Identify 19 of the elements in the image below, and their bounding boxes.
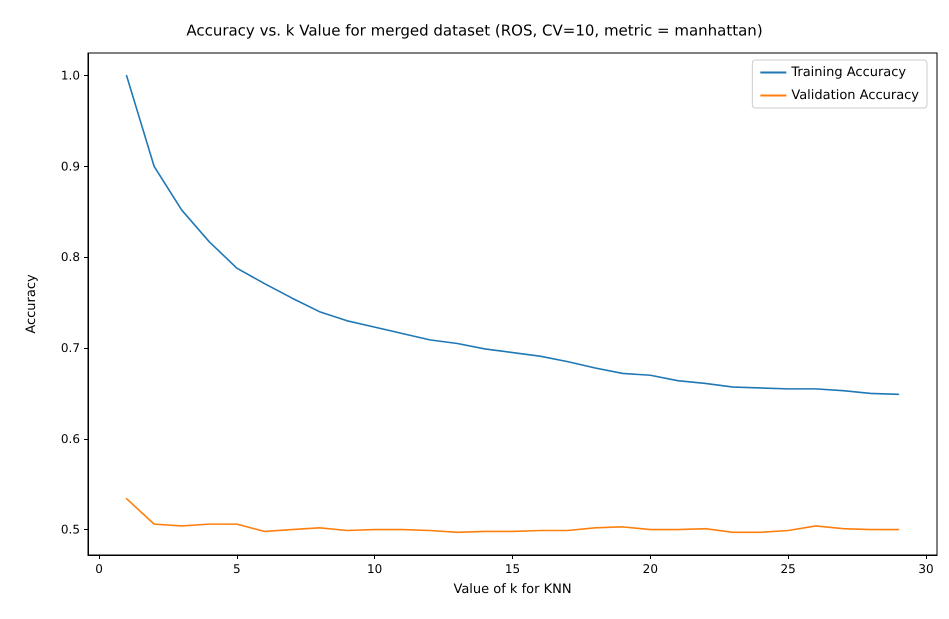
legend-label: Training Accuracy — [790, 65, 906, 80]
x-tick-label: 30 — [918, 562, 934, 576]
chart-title: Accuracy vs. k Value for merged dataset (ROS, CV=10, metric = manhattan) — [186, 22, 763, 40]
y-axis-title: Accuracy — [24, 274, 39, 334]
y-tick-label: 0.6 — [60, 432, 80, 446]
y-tick-label: 0.9 — [60, 159, 80, 174]
x-tick-label: 5 — [233, 562, 241, 576]
line-series — [126, 498, 900, 534]
x-tick-label: 20 — [642, 562, 658, 576]
y-tick-label: 1.0 — [60, 68, 80, 83]
x-tick-label: 15 — [504, 562, 520, 576]
y-tick-label: 0.5 — [60, 522, 80, 537]
x-tick-label: 0 — [95, 562, 103, 576]
x-axis-title: Value of k for KNN — [453, 582, 572, 597]
x-tick-label: 25 — [780, 562, 796, 576]
y-tick-label: 0.8 — [60, 250, 80, 264]
legend-label: Validation Accuracy — [791, 88, 920, 103]
x-tick-label: 10 — [367, 562, 382, 576]
y-tick-label: 0.7 — [60, 341, 80, 356]
